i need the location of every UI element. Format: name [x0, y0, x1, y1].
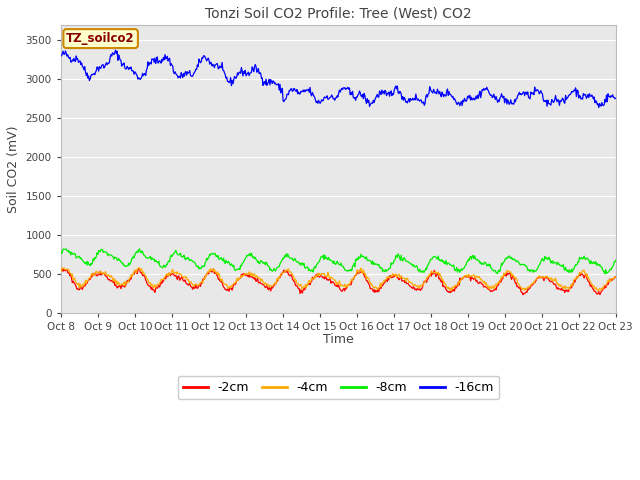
X-axis label: Time: Time — [323, 334, 354, 347]
Text: TZ_soilco2: TZ_soilco2 — [67, 32, 135, 45]
Y-axis label: Soil CO2 (mV): Soil CO2 (mV) — [7, 125, 20, 213]
Title: Tonzi Soil CO2 Profile: Tree (West) CO2: Tonzi Soil CO2 Profile: Tree (West) CO2 — [205, 7, 472, 21]
Legend: -2cm, -4cm, -8cm, -16cm: -2cm, -4cm, -8cm, -16cm — [177, 376, 499, 399]
